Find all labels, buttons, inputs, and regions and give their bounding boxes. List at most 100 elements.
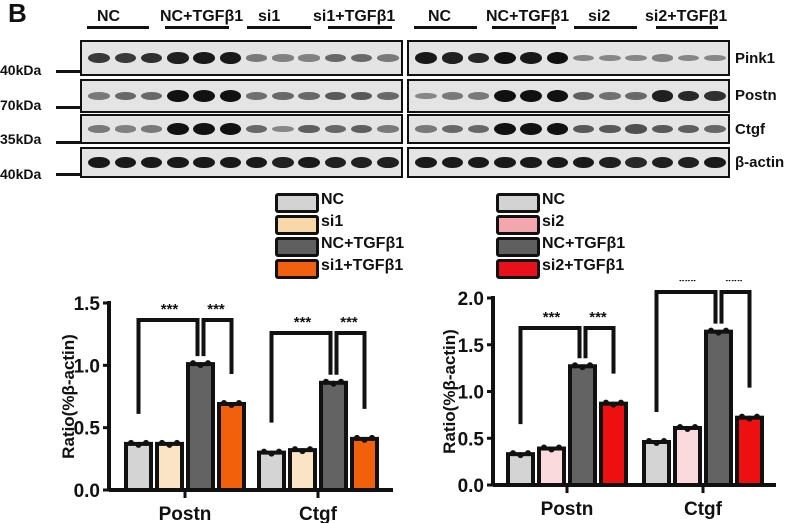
bar-si2-tgf-1 xyxy=(735,415,764,487)
data-point xyxy=(338,378,344,385)
data-point xyxy=(197,362,204,369)
blot-band xyxy=(467,124,490,134)
data-point xyxy=(692,423,698,430)
blot-band xyxy=(520,90,542,102)
blot-band xyxy=(704,156,726,169)
data-point xyxy=(587,362,593,369)
data-point xyxy=(646,437,652,444)
blot-band xyxy=(546,52,569,64)
legend-swatch xyxy=(275,215,319,235)
legend-label: NC+TGFβ1 xyxy=(321,235,405,252)
blot-band xyxy=(415,125,437,133)
blot-band xyxy=(572,156,595,169)
blot-band xyxy=(494,156,516,169)
blot-band xyxy=(350,156,373,169)
blot-strip xyxy=(80,40,403,76)
legend-swatch xyxy=(275,259,319,279)
blot-band xyxy=(377,125,399,133)
blot-band xyxy=(704,54,726,62)
data-point xyxy=(556,444,562,451)
blot-band xyxy=(377,156,399,169)
bar-nc xyxy=(124,441,153,493)
blot-band xyxy=(546,156,569,169)
blot-band xyxy=(324,124,347,134)
bar-chart-right: 0.0 0.5 1.0 1.5 2.0 Ratio(%β-actin) Postn *** **… xyxy=(440,280,776,520)
blot-group-bar xyxy=(328,26,392,29)
mw-marker-postn: 70kDa xyxy=(0,97,42,113)
significance-bracket xyxy=(136,318,200,414)
bar-nc-tgf-1 xyxy=(186,362,215,492)
significance-stars: *** xyxy=(725,280,743,290)
y-tick-label: 1.0 xyxy=(458,383,484,404)
blot-band xyxy=(599,92,621,100)
legend-swatch xyxy=(275,193,319,213)
blot-band xyxy=(520,123,542,135)
y-tick-label: 0.0 xyxy=(74,481,100,502)
blot-band xyxy=(272,125,294,133)
legend-swatch xyxy=(496,259,540,279)
protein-label-pink1: Pink1 xyxy=(735,50,776,67)
blot-band xyxy=(494,123,516,135)
blot-band xyxy=(415,156,437,169)
blot-strip xyxy=(407,114,730,144)
mw-marker-actin: 40kDa xyxy=(0,166,42,182)
data-point xyxy=(653,439,660,446)
blot-band xyxy=(298,124,320,134)
bar-nc-tgf-1 xyxy=(568,364,597,487)
blot-band xyxy=(599,124,621,134)
data-point xyxy=(190,360,196,367)
data-point xyxy=(746,415,753,422)
data-point xyxy=(276,448,282,455)
blot-band xyxy=(677,54,700,62)
legend-label: NC xyxy=(321,191,345,208)
legend-right: NC si2 NC+TGFβ1 si2+TGFβ1 xyxy=(496,191,636,282)
data-point xyxy=(159,439,165,446)
blot-strip xyxy=(407,40,730,76)
significance-stars: *** xyxy=(294,314,312,331)
data-point xyxy=(135,441,142,448)
blot-band xyxy=(520,156,542,169)
blot-band xyxy=(88,52,110,64)
data-point xyxy=(221,399,227,406)
blot-band xyxy=(324,156,347,169)
blot-band xyxy=(651,54,674,62)
blot-group-label-right-1: NC xyxy=(428,8,452,25)
blot-band xyxy=(677,124,700,134)
significance-stars: *** xyxy=(679,280,697,290)
significance-bracket xyxy=(654,290,718,412)
y-tick-label: 2.0 xyxy=(458,289,484,310)
blot-band xyxy=(88,92,110,100)
blot-band xyxy=(572,124,595,134)
significance-stars: *** xyxy=(589,309,607,326)
data-point xyxy=(299,448,306,455)
data-point xyxy=(715,329,722,336)
protein-label-actin: β-actin xyxy=(735,154,785,171)
blot-band xyxy=(467,156,490,169)
blot-band xyxy=(114,91,137,101)
blot-group-label-left-4: si1+TGFβ1 xyxy=(313,8,396,25)
bar-nc-tgf-1 xyxy=(319,380,348,492)
blot-band xyxy=(245,156,268,169)
bar-si1 xyxy=(288,448,317,493)
bar-si1-tgf-1 xyxy=(350,436,379,493)
legend-swatch xyxy=(496,237,540,257)
legend-label: si2 xyxy=(542,213,565,230)
data-point xyxy=(603,399,609,406)
data-point xyxy=(677,423,683,430)
legend-label: si2+TGFβ1 xyxy=(542,257,625,274)
y-axis-label: Ratio(%β-actin) xyxy=(59,334,78,459)
blot-band xyxy=(625,54,647,62)
blot-band xyxy=(441,156,464,169)
significance-bracket xyxy=(201,318,234,374)
x-tick-label: Ctgf xyxy=(684,499,723,520)
blot-band xyxy=(625,157,647,168)
blot-band xyxy=(415,92,437,100)
bar-si2 xyxy=(673,425,702,487)
significance-stars: *** xyxy=(543,309,561,326)
blot-band xyxy=(441,124,464,134)
significance-stars: *** xyxy=(207,301,225,318)
blot-strip xyxy=(80,147,403,178)
mw-tick xyxy=(56,173,80,176)
protein-label-postn: Postn xyxy=(735,87,777,104)
data-point xyxy=(166,441,173,448)
